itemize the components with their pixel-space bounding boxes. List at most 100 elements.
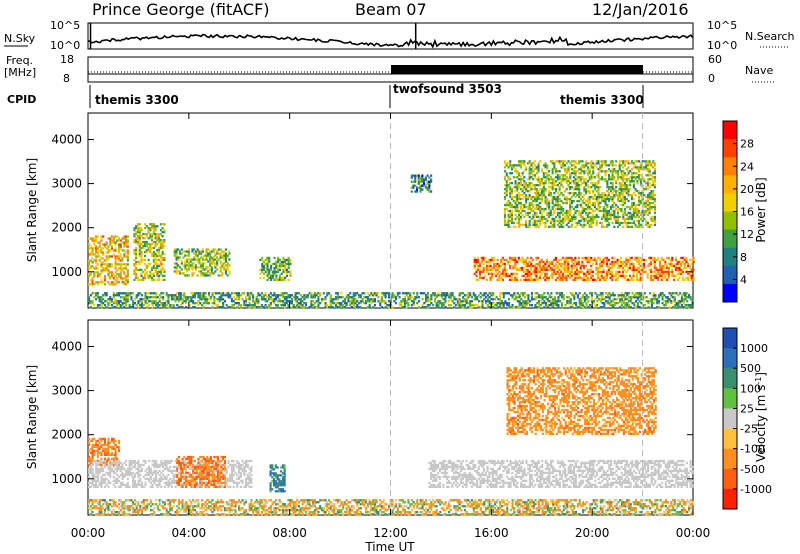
echo-cell xyxy=(507,176,510,179)
echo-cell xyxy=(546,219,549,223)
echo-cell xyxy=(636,209,639,213)
echo-cell xyxy=(645,195,648,199)
echo-cell xyxy=(202,294,205,297)
echo-cell xyxy=(503,176,506,179)
echo-cell xyxy=(287,304,290,307)
echo-cell xyxy=(310,296,313,299)
echo-cell xyxy=(503,213,506,217)
echo-cell xyxy=(546,260,549,264)
echo-cell xyxy=(515,298,518,301)
echo-cell xyxy=(490,294,493,297)
echo-cell xyxy=(135,266,138,270)
echo-cell xyxy=(177,264,180,267)
echo-cell xyxy=(611,195,614,199)
echo-cell xyxy=(673,296,676,299)
echo-cell xyxy=(567,219,570,223)
echo-cell xyxy=(583,274,586,277)
echo-cell xyxy=(169,304,172,307)
echo-cell xyxy=(646,209,649,213)
echo-cell xyxy=(151,266,154,270)
echo-cell xyxy=(509,195,512,199)
echo-cell xyxy=(138,248,141,252)
echo-cell xyxy=(565,266,568,270)
echo-cell xyxy=(533,270,536,273)
echo-cell xyxy=(608,213,611,217)
echo-cell xyxy=(154,262,157,266)
echo-cell xyxy=(382,300,385,303)
echo-cell xyxy=(509,164,512,167)
echo-cell xyxy=(185,296,188,299)
echo-cell xyxy=(183,300,186,303)
echo-cell xyxy=(597,205,600,209)
echo-cell xyxy=(280,278,283,281)
echo-cell xyxy=(581,264,584,268)
echo-cell xyxy=(125,292,128,295)
echo-cell xyxy=(136,239,139,242)
echo-cell xyxy=(643,188,646,191)
echo-cell xyxy=(629,207,632,211)
echo-cell xyxy=(583,207,586,211)
echo-cell xyxy=(648,264,651,268)
echo-cell xyxy=(138,260,141,264)
echo-cell xyxy=(537,166,540,169)
echo-cell xyxy=(576,272,579,275)
echo-cell xyxy=(107,275,110,278)
echo-cell xyxy=(126,235,129,238)
echo-cell xyxy=(109,296,112,299)
echo-cell xyxy=(602,199,605,203)
echo-cell xyxy=(572,262,575,266)
echo-cell xyxy=(290,302,293,305)
echo-cell xyxy=(159,229,162,232)
echo-cell xyxy=(514,205,517,209)
echo-cell xyxy=(519,197,522,201)
echo-cell xyxy=(382,294,385,297)
echo-cell xyxy=(135,240,138,244)
echo-cell xyxy=(271,298,274,301)
echo-cell xyxy=(467,294,470,297)
echo-cell xyxy=(384,292,387,295)
echo-cell xyxy=(575,304,578,307)
echo-cell xyxy=(527,300,530,303)
echo-cell xyxy=(608,164,611,167)
echo-cell xyxy=(151,254,154,258)
echo-cell xyxy=(650,190,653,193)
echo-cell xyxy=(634,190,637,193)
echo-cell xyxy=(516,195,519,199)
echo-cell xyxy=(518,184,521,187)
echo-cell xyxy=(555,195,558,199)
echo-cell xyxy=(140,235,143,238)
echo-cell xyxy=(290,298,293,301)
echo-cell xyxy=(519,215,522,219)
echo-cell xyxy=(558,186,561,189)
echo-cell xyxy=(571,306,574,309)
echo-cell xyxy=(512,221,515,225)
echo-cell xyxy=(550,292,553,295)
echo-cell xyxy=(158,278,161,281)
echo-cell xyxy=(525,201,528,205)
echo-cell xyxy=(88,253,91,256)
echo-cell xyxy=(609,162,612,165)
echo-cell xyxy=(142,258,145,262)
echo-cell xyxy=(88,463,91,466)
echo-cell xyxy=(520,298,523,301)
echo-cell xyxy=(546,306,549,309)
echo-cell xyxy=(190,300,193,303)
echo-cell xyxy=(680,262,683,266)
echo-cell xyxy=(212,262,215,265)
echo-cell xyxy=(546,300,549,303)
echo-cell xyxy=(553,195,556,199)
echo-cell xyxy=(243,300,246,303)
echo-cell xyxy=(114,255,117,258)
echo-cell xyxy=(659,268,662,271)
echo-cell xyxy=(277,264,280,268)
echo-cell xyxy=(266,272,269,275)
echo-cell xyxy=(551,201,554,205)
echo-cell xyxy=(682,294,685,297)
echo-cell xyxy=(527,298,530,301)
echo-cell xyxy=(578,209,581,213)
echo-cell xyxy=(646,160,649,163)
echo-cell xyxy=(588,219,591,223)
echo-cell xyxy=(191,264,194,267)
echo-cell xyxy=(601,197,604,201)
echo-cell xyxy=(574,209,577,213)
